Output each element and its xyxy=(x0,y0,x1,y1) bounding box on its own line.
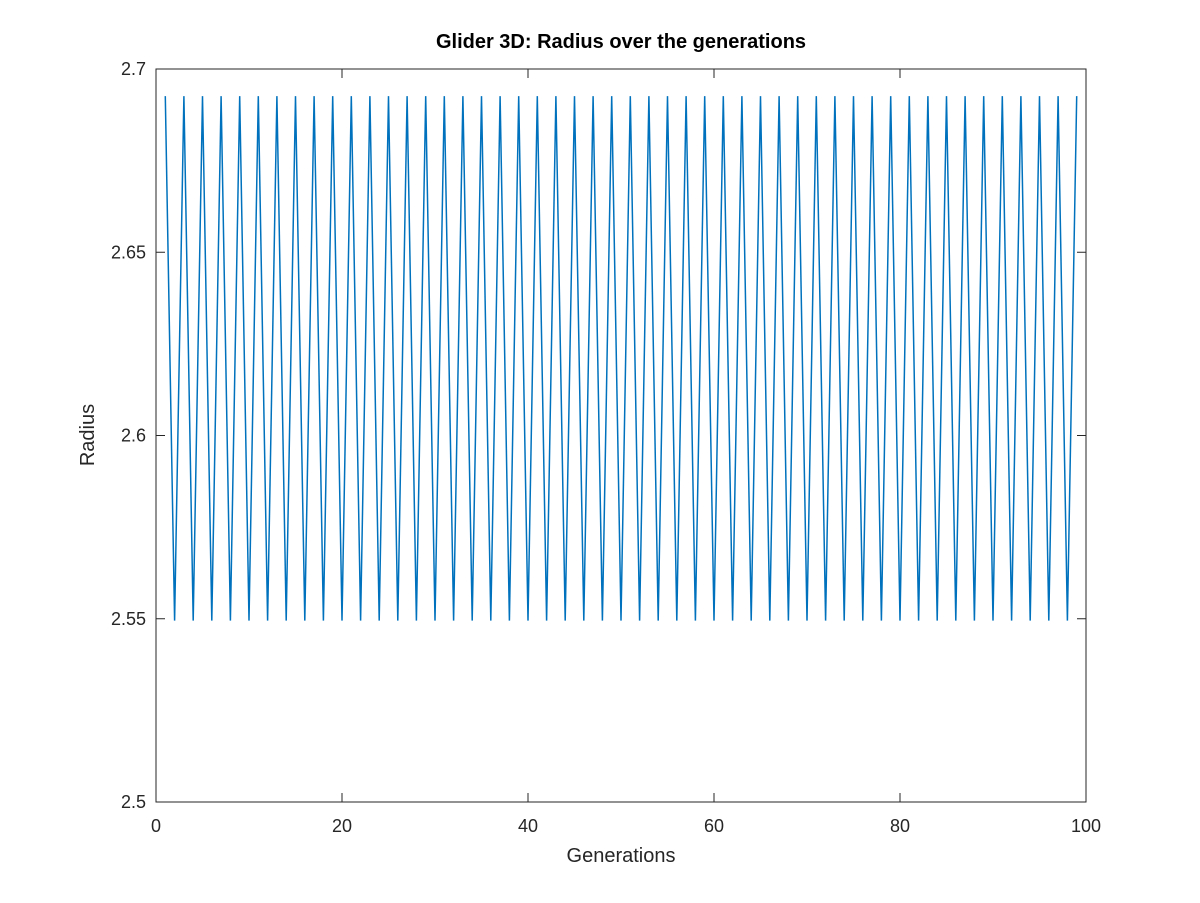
ticks-layer: 0 20 40 60 80 100 2.5 2.55 2.6 2.65 2.7 xyxy=(111,59,1101,836)
x-tick-label: 20 xyxy=(332,816,352,836)
y-tick-label: 2.7 xyxy=(121,59,146,79)
x-tick-label: 80 xyxy=(890,816,910,836)
series-layer xyxy=(164,96,1078,621)
y-tick-label: 2.65 xyxy=(111,242,146,262)
plot-area xyxy=(156,69,1086,802)
y-tick-label: 2.6 xyxy=(121,426,146,446)
x-tick-label: 0 xyxy=(151,816,161,836)
series-line-0 xyxy=(164,96,1078,621)
y-axis-label: Radius xyxy=(77,404,99,466)
x-axis-label: Generations xyxy=(567,845,676,867)
y-tick-label: 2.55 xyxy=(111,609,146,629)
chart-title: Glider 3D: Radius over the generations xyxy=(436,31,806,53)
x-tick-label: 100 xyxy=(1071,816,1101,836)
x-tick-label: 60 xyxy=(704,816,724,836)
y-tick-label: 2.5 xyxy=(121,792,146,812)
x-tick-label: 40 xyxy=(518,816,538,836)
